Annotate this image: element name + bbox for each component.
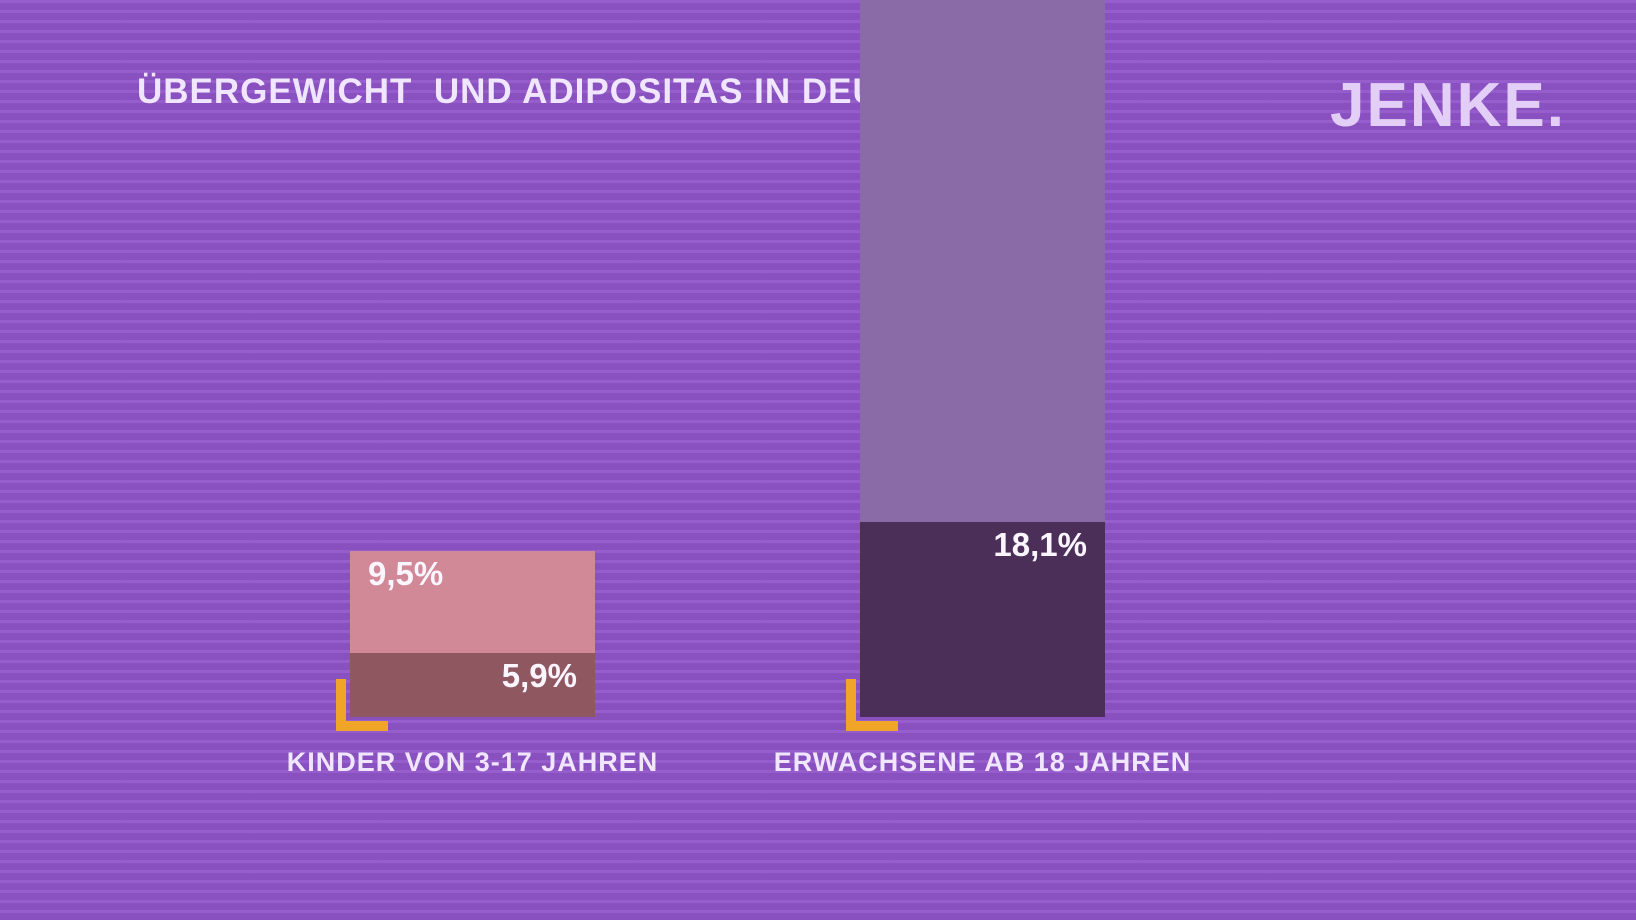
- bar-kids: 5,9% 9,5% KINDER VON 3-17 JAHREN: [350, 551, 595, 717]
- bar-adults: 18,1% 54% ERWACHSENE AB 18 JAHREN: [860, 0, 1105, 717]
- bar-kids-axis-label: KINDER VON 3-17 JAHREN: [223, 747, 723, 778]
- bar-kids-seg-top: 9,5%: [350, 551, 595, 654]
- bar-kids-corner-mark: [336, 679, 388, 731]
- bar-kids-seg-bottom-label: 5,9%: [502, 657, 577, 695]
- bar-adults-corner-mark: [846, 679, 898, 731]
- brand-logo-text: JENKE.: [1330, 70, 1566, 141]
- bar-kids-seg-top-label: 9,5%: [368, 555, 443, 593]
- bar-adults-seg-bottom-label: 18,1%: [993, 526, 1087, 564]
- chart-stage: ÜBERGEWICHT UND ADIPOSITAS IN DEUTSCHLAN…: [0, 0, 1636, 920]
- bar-adults-axis-label: ERWACHSENE AB 18 JAHREN: [733, 747, 1233, 778]
- bar-adults-seg-top: 54%: [860, 0, 1105, 522]
